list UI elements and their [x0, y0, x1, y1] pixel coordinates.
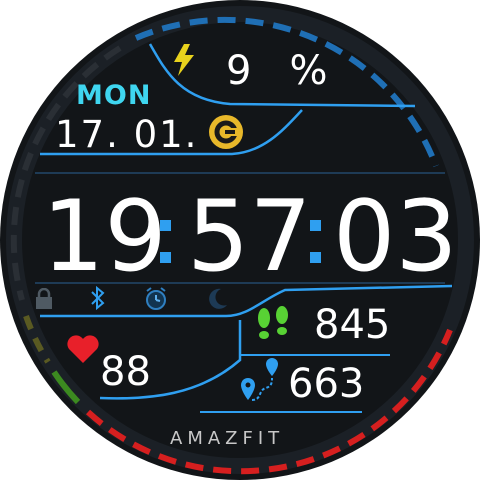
- route-pin-icon: [241, 358, 278, 401]
- bluetooth-icon: [91, 286, 105, 310]
- time-hours: 19: [42, 180, 167, 294]
- lock-icon: [36, 288, 52, 309]
- steps-value: 845: [314, 302, 391, 348]
- dial-blue-dashes: [134, 16, 439, 168]
- time-colon-dot: [310, 252, 321, 263]
- do-not-disturb-moon-icon: [209, 288, 227, 309]
- heart-icon: [67, 335, 99, 363]
- dial-yellow-segment: [23, 315, 51, 364]
- lightning-bolt-icon: [174, 44, 194, 76]
- g-logo-icon: [209, 115, 243, 149]
- battery-value: 9: [226, 48, 254, 94]
- brand-logo-text: AMAZFIT: [170, 428, 285, 449]
- time-seconds: 03: [333, 180, 458, 294]
- dial-red-dashes: [85, 328, 453, 475]
- dial-grey-dashes: [10, 45, 122, 301]
- alarm-icon: [146, 287, 166, 310]
- dial-green-segment: [51, 370, 81, 405]
- battery-unit: %: [289, 48, 330, 94]
- time-colon-dot: [160, 252, 171, 263]
- battery-percentage: 9%: [226, 51, 329, 91]
- time-colon-dot: [310, 220, 321, 231]
- footprints-icon: [258, 306, 288, 339]
- time-minutes: 57: [187, 180, 312, 294]
- date-divider-line: [40, 109, 303, 156]
- heart-curve-line: [99, 320, 242, 400]
- date-day-month: 17. 01.: [55, 113, 199, 156]
- distance-value: 663: [288, 361, 365, 407]
- heart-rate-value: 88: [100, 349, 151, 395]
- lower-divider-line: [40, 284, 453, 318]
- top-divider-line: [148, 43, 416, 108]
- time-colon-dot: [160, 220, 171, 231]
- day-of-week: MON: [76, 80, 152, 111]
